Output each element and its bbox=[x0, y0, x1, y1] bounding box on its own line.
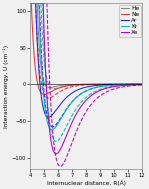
Xe bbox=[141, 83, 143, 86]
Xe bbox=[138, 84, 140, 86]
Xe bbox=[55, 153, 57, 155]
Ne bbox=[29, 2, 31, 5]
He bbox=[29, 2, 31, 5]
Ar bbox=[138, 83, 140, 85]
He bbox=[35, 2, 37, 5]
Kr bbox=[51, 129, 53, 131]
Kr bbox=[35, 2, 37, 5]
Ar bbox=[84, 86, 86, 89]
Xe bbox=[81, 104, 83, 107]
Kr bbox=[118, 84, 119, 86]
Ne bbox=[84, 83, 86, 86]
Ne bbox=[81, 83, 83, 86]
Xe bbox=[84, 101, 86, 103]
Ne bbox=[138, 83, 140, 85]
Ne bbox=[141, 83, 143, 85]
Legend: He, Ne, Ar, Kr, Xe: He, Ne, Ar, Kr, Xe bbox=[119, 5, 141, 37]
Line: He: He bbox=[30, 3, 142, 88]
Kr bbox=[138, 83, 140, 85]
Ne bbox=[35, 72, 37, 75]
He bbox=[81, 83, 83, 85]
Y-axis label: Interaction energy, U (cm⁻¹): Interaction energy, U (cm⁻¹) bbox=[3, 44, 10, 128]
Kr bbox=[29, 2, 31, 5]
Ar bbox=[48, 116, 49, 118]
Ar bbox=[141, 83, 143, 85]
Ne bbox=[118, 83, 119, 85]
Ar bbox=[138, 83, 140, 85]
Ar bbox=[29, 2, 31, 5]
X-axis label: Internuclear distance, R(Å): Internuclear distance, R(Å) bbox=[47, 180, 126, 186]
Ne bbox=[138, 83, 140, 85]
He bbox=[138, 83, 140, 85]
Line: Kr: Kr bbox=[30, 3, 142, 130]
Ar bbox=[35, 10, 37, 13]
He bbox=[118, 83, 119, 85]
He bbox=[141, 83, 143, 85]
Ar bbox=[118, 83, 119, 86]
He bbox=[49, 86, 51, 89]
He bbox=[84, 83, 86, 85]
Line: Xe: Xe bbox=[30, 3, 142, 154]
Xe bbox=[118, 85, 119, 87]
Kr bbox=[141, 83, 143, 85]
Ar bbox=[81, 87, 83, 89]
He bbox=[138, 83, 140, 85]
Kr bbox=[84, 91, 86, 93]
Line: Ne: Ne bbox=[30, 3, 142, 94]
Xe bbox=[29, 2, 31, 5]
Kr bbox=[81, 92, 83, 94]
Line: Ar: Ar bbox=[30, 3, 142, 117]
Ne bbox=[43, 93, 45, 96]
Xe bbox=[35, 2, 37, 5]
Xe bbox=[138, 84, 140, 86]
Kr bbox=[138, 83, 140, 85]
